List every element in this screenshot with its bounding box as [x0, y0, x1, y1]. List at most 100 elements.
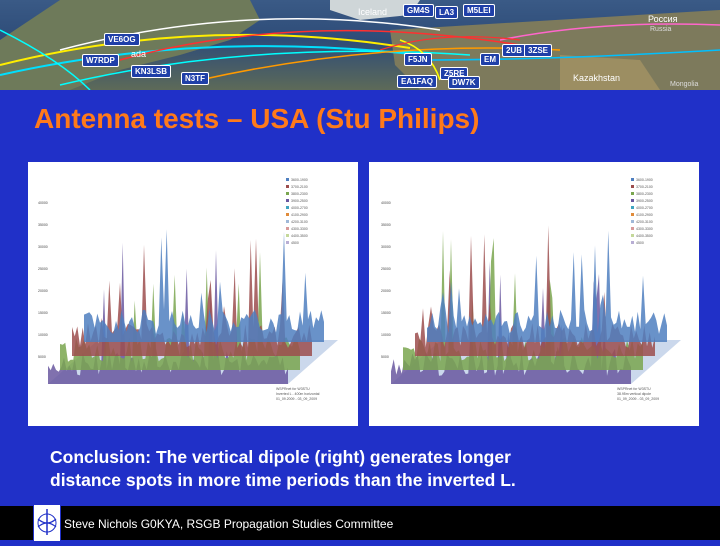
legend-label: 3900-2500	[636, 199, 653, 203]
map-label: Kazakhstan	[573, 73, 621, 83]
chart-note-line: 01_09.2009 - 03_09_2009	[276, 397, 317, 401]
chart-inverted-l: 3600-1900 3700-2100 3800-2300 3900-2500 4000…	[28, 162, 358, 426]
callsign-marker[interactable]: EM	[480, 53, 500, 66]
legend-swatch	[631, 234, 634, 237]
legend-label: 4300-3300	[291, 227, 308, 231]
y-tick-label: 35000	[381, 223, 391, 227]
y-axis-ticks: 40000 35000 30000 25000 20000 15000 10000 5000	[38, 201, 48, 359]
chart-note-line: WSPRnet for W3STU	[617, 387, 651, 391]
chart-vertical-dipole-plot: 3600-1900 3700-2100 3800-2300 3900-2500 4000…	[381, 178, 681, 401]
path-line	[59, 50, 471, 86]
legend-swatch	[631, 227, 634, 230]
surface-band	[415, 225, 655, 356]
callsign-marker[interactable]: 3ZSE	[524, 44, 553, 57]
legend-label: 4400-3500	[636, 234, 653, 238]
legend-swatch	[631, 220, 634, 223]
legend-swatch	[286, 192, 289, 195]
path-line	[499, 23, 720, 41]
map-label: Iceland	[358, 7, 388, 17]
legend-label: 4300-3300	[636, 227, 653, 231]
legend-label: 3700-2100	[636, 185, 653, 189]
y-tick-label: 25000	[381, 267, 391, 271]
legend-swatch	[286, 220, 289, 223]
y-tick-label: 10000	[381, 333, 391, 337]
y-tick-label: 30000	[381, 245, 391, 249]
y-tick-label: 10000	[38, 333, 48, 337]
legend-swatch	[286, 241, 289, 244]
path-line	[0, 33, 411, 66]
legend-swatch	[631, 241, 634, 244]
chart-note-line: Inverted L - 400m horizontal	[276, 392, 320, 396]
callsign-marker[interactable]: EA1FAQ	[397, 75, 438, 88]
y-tick-label: 5000	[381, 355, 389, 359]
legend-label: 4000-2700	[291, 206, 308, 210]
callsign-marker[interactable]: LA3	[435, 6, 459, 19]
propagation-map	[0, 0, 720, 90]
rsgb-logo	[33, 504, 61, 542]
map-label: ada	[131, 49, 147, 59]
legend-label: 3900-2500	[291, 199, 308, 203]
legend-swatch	[286, 213, 289, 216]
legend-label: 3600-1900	[291, 178, 308, 182]
legend-swatch	[286, 178, 289, 181]
y-axis-ticks: 40000 35000 30000 25000 20000 15000 10000 5000	[381, 201, 391, 359]
callsign-marker[interactable]: F5JN	[404, 53, 432, 66]
conclusion-line-2: distance spots in more time periods than…	[50, 470, 516, 490]
path-line	[0, 29, 91, 90]
legend-swatch	[286, 185, 289, 188]
legend-label: 4200-3100	[291, 220, 308, 224]
legend-swatch	[631, 199, 634, 202]
y-tick-label: 40000	[381, 201, 391, 205]
legend-label: 3700-2100	[291, 185, 308, 189]
y-tick-label: 15000	[381, 311, 391, 315]
footer-credit: Steve Nichols G0KYA, RSGB Propagation St…	[64, 517, 394, 531]
legend-label: 4500	[291, 241, 299, 245]
slide-title: Antenna tests – USA (Stu Philips)	[34, 103, 480, 134]
y-tick-label: 40000	[38, 201, 48, 205]
map-banner: Iceland Россия Russia Kazakhstan Mongoli…	[0, 0, 720, 90]
callsign-marker[interactable]: W7RDP	[82, 54, 119, 67]
conclusion-line-1: Conclusion: The vertical dipole (right) …	[50, 447, 511, 467]
callsign-marker[interactable]: N3TF	[181, 72, 209, 85]
legend-swatch	[631, 213, 634, 216]
y-tick-label: 30000	[38, 245, 48, 249]
chart-note-line: 38.95m vertical dipole	[617, 392, 651, 396]
path-line	[379, 36, 521, 51]
map-label: Russia	[650, 26, 672, 33]
path-line	[0, 45, 421, 76]
legend-label: 4100-2900	[636, 213, 653, 217]
greenland-landmass	[330, 0, 420, 20]
legend-label: 4200-3100	[636, 220, 653, 224]
footer-bar	[0, 506, 720, 540]
callsign-marker[interactable]: M5LEI	[463, 4, 495, 17]
callsign-marker[interactable]: GM4S	[403, 4, 434, 17]
kazakhstan-landmass	[560, 55, 660, 90]
legend-swatch	[631, 206, 634, 209]
legend-label: 4400-3500	[291, 234, 308, 238]
callsign-marker[interactable]: VE6OG	[104, 33, 140, 46]
legend-swatch	[631, 178, 634, 181]
legend-label: 3800-2300	[291, 192, 308, 196]
y-tick-label: 20000	[381, 289, 391, 293]
y-tick-label: 20000	[38, 289, 48, 293]
chart-inverted-l-plot: 3600-1900 3700-2100 3800-2300 3900-2500 4000…	[38, 178, 338, 401]
chart-note-line: WSPRnet for W3STU	[276, 387, 310, 391]
legend-group: 3600-1900 3700-2100 3800-2300 3900-2500 4000…	[631, 178, 653, 245]
legend-label: 4100-2900	[291, 213, 308, 217]
legend-swatch	[286, 227, 289, 230]
callsign-marker[interactable]: DW7K	[448, 76, 480, 89]
path-line	[419, 49, 720, 61]
rsgb-logo-icon	[37, 509, 57, 535]
surface-area	[391, 225, 681, 384]
legend-label: 4000-2700	[636, 206, 653, 210]
surface-area	[48, 229, 338, 384]
map-label: Россия	[648, 14, 678, 24]
y-tick-label: 25000	[38, 267, 48, 271]
callsign-marker[interactable]: KN3LSB	[131, 65, 172, 78]
legend-swatch	[286, 199, 289, 202]
legend-swatch	[286, 206, 289, 209]
legend-label: 3600-1900	[636, 178, 653, 182]
callsign-marker[interactable]: 2UB	[502, 44, 527, 57]
legend-swatch	[631, 185, 634, 188]
